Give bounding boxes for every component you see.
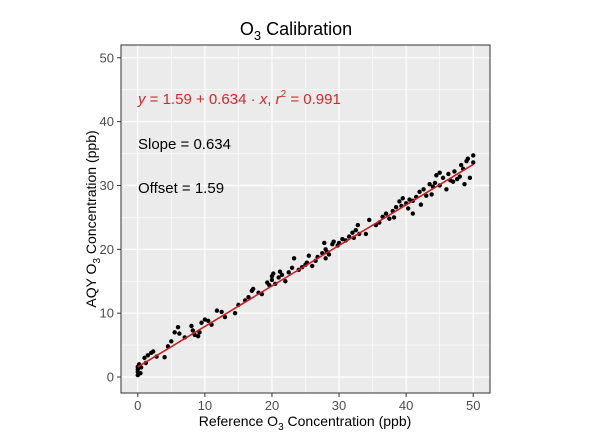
data-point [323,256,328,261]
data-point [190,328,195,333]
data-point [197,330,202,335]
y-tick-label: 0 [107,370,114,385]
offset-annotation: Offset = 1.59 [138,180,224,197]
data-point [142,355,147,361]
data-point [457,174,463,179]
data-point [429,192,434,197]
data-point [465,156,471,161]
x-tick-label: 0 [134,398,141,413]
data-point [291,256,297,261]
data-point [286,270,291,275]
data-point [391,215,397,220]
data-point [440,175,446,181]
data-point [432,180,438,186]
data-point [206,318,211,324]
data-point [452,169,457,174]
data-point [269,277,275,283]
data-point [277,269,283,274]
data-point [346,234,352,239]
data-point [450,179,456,184]
x-tick-label: 40 [399,398,413,413]
data-point [410,211,416,216]
data-point [306,253,312,258]
fit-line [137,163,474,368]
data-point [400,196,405,201]
data-point [151,349,156,354]
data-point [232,310,238,316]
data-point [276,275,281,280]
data-point [219,309,224,315]
data-point [437,170,442,175]
data-point [418,202,424,207]
data-point [246,295,251,300]
data-point [279,272,285,278]
data-point [407,197,412,202]
x-tick-label: 30 [332,398,346,413]
data-point [367,217,372,223]
data-point [434,173,439,178]
data-point [138,371,143,376]
data-point [471,153,476,158]
data-point [283,279,288,284]
data-point [326,252,332,257]
data-point [177,331,182,336]
x-axis-title: Reference O3 Concentration (ppb) [199,413,412,433]
plot-border [120,44,491,394]
y-tick-label: 50 [100,50,114,65]
data-point [331,239,336,244]
data-point [310,263,315,269]
data-points [135,153,476,378]
data-point [162,355,167,360]
data-point [353,227,359,233]
data-point [175,325,181,330]
x-tick-label: 50 [466,398,480,413]
data-point [444,187,449,192]
data-point [340,236,345,242]
data-point [202,317,208,322]
data-point [322,240,327,246]
data-point [222,314,228,320]
data-point [172,330,177,335]
y-axis-title: AQY O3 Concentration (ppb) [83,130,103,307]
data-point [145,353,151,358]
x-tick-label: 20 [265,398,279,413]
data-point [458,162,464,168]
data-point [462,182,467,187]
axis-ticks: 0 10 20 30 40 50 0 10 20 30 40 50 [100,50,481,413]
x-tick-label: 10 [198,398,212,413]
data-point [289,265,295,271]
data-point [383,211,389,216]
data-point [417,189,422,195]
data-point [405,206,411,211]
data-point [397,199,402,204]
data-point [195,333,201,339]
slope-annotation: Slope = 0.634 [138,136,231,153]
chart-title: O3 Calibration [240,19,352,43]
data-point [424,193,429,198]
data-point [427,182,432,187]
data-point [355,222,361,228]
data-point [471,160,476,165]
y-tick-label: 10 [100,306,114,321]
data-point [214,308,220,313]
data-point [363,231,369,237]
data-point [387,216,392,221]
data-point [421,187,426,192]
data-point [250,286,256,292]
data-point [350,230,355,235]
data-point [467,175,473,181]
y-tick-label: 30 [100,178,114,193]
data-point [189,323,194,329]
fit-line-group [137,163,474,368]
data-point [446,171,451,177]
data-point [271,271,276,276]
y-tick-label: 40 [100,114,114,129]
data-point [393,204,399,210]
regression-equation: y = 1.59 + 0.634 · x, r2 = 0.991 [137,89,341,108]
y-tick-label: 20 [100,242,114,257]
data-point [169,339,174,344]
data-point [199,320,204,325]
